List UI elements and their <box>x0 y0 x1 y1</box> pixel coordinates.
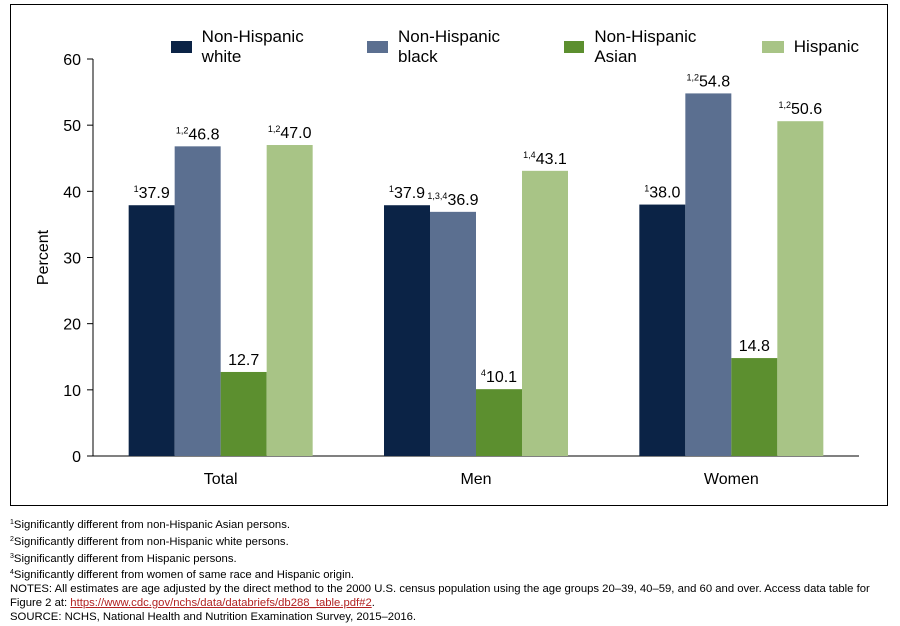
data-label-value: 43.1 <box>536 151 567 168</box>
footnote-3: 3Significantly different from Hispanic p… <box>10 552 237 565</box>
bar <box>522 170 568 457</box>
data-label: 1,250.6 <box>779 100 823 118</box>
y-tick-label: 20 <box>63 317 81 334</box>
y-tick-label: 30 <box>63 251 81 268</box>
x-tick-label: Total <box>204 471 238 488</box>
x-tick-label: Women <box>704 471 759 488</box>
y-tick-label: 0 <box>72 449 81 466</box>
data-label: 1,246.8 <box>176 125 220 143</box>
data-label-value: 54.8 <box>699 73 730 90</box>
data-label: 1,443.1 <box>523 150 567 168</box>
data-label-sup: 1,2 <box>687 72 700 82</box>
legend-label: Non-Hispanic white <box>201 27 304 66</box>
data-label-value: 10.1 <box>486 369 517 386</box>
legend-item-1: Non-Hispanic black <box>367 27 535 67</box>
data-label-value: 37.9 <box>139 185 170 202</box>
bar-chart: 0102030405060PercentTotal137.91,246.812.… <box>35 52 859 488</box>
footnote-2: 2Significantly different from non-Hispan… <box>10 535 289 548</box>
data-label-value: 36.9 <box>447 192 478 209</box>
data-label-sup: 1,3,4 <box>427 191 447 201</box>
legend-label: Non-Hispanic Asian <box>594 27 697 66</box>
legend-swatch <box>367 41 388 53</box>
legend-item-0: Non-Hispanic white <box>171 27 339 67</box>
source: SOURCE: NCHS, National Health and Nutrit… <box>10 610 417 623</box>
data-label: 137.9 <box>389 184 425 202</box>
data-label-value: 46.8 <box>188 126 219 143</box>
data-label-sup: 1,4 <box>523 150 536 160</box>
notes: NOTES: All estimates are age adjusted by… <box>10 583 870 609</box>
bar <box>731 358 778 456</box>
data-label-sup: 4 <box>481 368 486 378</box>
chart-frame: Non-Hispanic white Non-Hispanic black Non-… <box>10 4 888 506</box>
legend-label: Non-Hispanic black <box>398 27 501 66</box>
data-label: 1,3,436.9 <box>427 191 478 209</box>
data-label: 137.9 <box>134 184 170 202</box>
data-label-value: 38.0 <box>649 185 680 202</box>
bar <box>430 211 476 456</box>
chart-legend: Non-Hispanic white Non-Hispanic black Non-… <box>171 27 887 67</box>
footnote-1: 1Significantly different from non-Hispan… <box>10 519 290 531</box>
data-label-sup: 1,2 <box>779 100 792 110</box>
data-label: 1,247.0 <box>268 124 312 142</box>
bar <box>220 371 267 456</box>
data-label-sup: 1,2 <box>268 124 281 134</box>
legend-item-2: Non-Hispanic Asian <box>563 27 734 67</box>
data-label: 14.8 <box>739 338 770 355</box>
data-label: 138.0 <box>644 184 680 202</box>
legend-label: Hispanic <box>793 37 859 56</box>
data-label: 12.7 <box>228 352 259 369</box>
bar <box>476 389 522 456</box>
bar <box>685 93 732 456</box>
bar <box>128 205 175 456</box>
legend-swatch <box>761 41 784 53</box>
data-label-sup: 1 <box>134 184 139 194</box>
bar <box>266 145 313 456</box>
data-label-value: 50.6 <box>791 101 822 118</box>
data-label-value: 37.9 <box>394 185 425 202</box>
bar <box>777 121 824 457</box>
data-label: 1,254.8 <box>687 72 731 90</box>
y-tick-label: 10 <box>63 383 81 400</box>
bar <box>174 146 221 456</box>
footnotes: 1Significantly different from non-Hispan… <box>10 516 890 625</box>
data-label-sup: 1 <box>644 184 649 194</box>
y-tick-label: 60 <box>63 52 81 69</box>
bar <box>384 205 430 456</box>
data-label-sup: 1,2 <box>176 125 189 135</box>
data-label-value: 47.0 <box>280 125 311 142</box>
y-axis-label: Percent <box>35 229 52 285</box>
y-tick-label: 50 <box>63 118 81 135</box>
legend-item-3: Hispanic <box>761 27 859 67</box>
footnote-4: 4Significantly different from women of s… <box>10 569 355 582</box>
legend-swatch <box>563 41 585 53</box>
bar <box>639 204 686 456</box>
data-label-sup: 1 <box>389 184 394 194</box>
legend-swatch <box>171 41 192 53</box>
y-tick-label: 40 <box>63 184 81 201</box>
data-table-link[interactable]: https://www.cdc.gov/nchs/data/databriefs… <box>70 596 372 609</box>
x-tick-label: Men <box>460 471 491 488</box>
data-label: 410.1 <box>481 368 517 386</box>
